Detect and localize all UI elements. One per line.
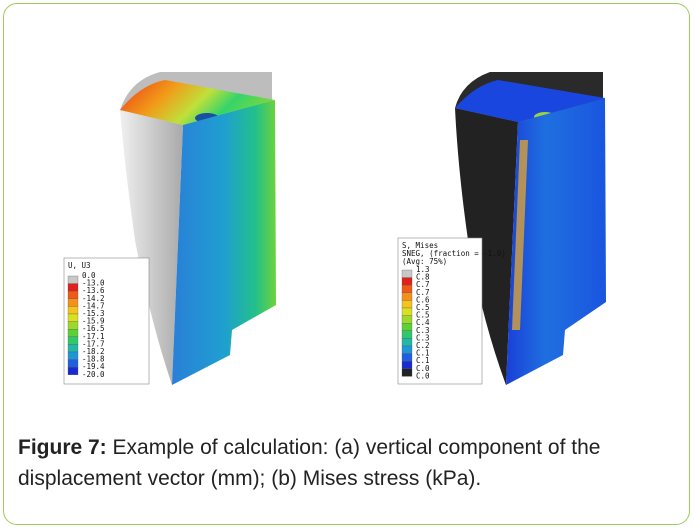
caption-label: Figure 7: bbox=[18, 436, 107, 459]
legend-swatch bbox=[402, 323, 412, 331]
legend-swatch bbox=[68, 329, 78, 337]
legend-swatch bbox=[68, 322, 78, 330]
legend-swatch bbox=[402, 338, 412, 346]
legend-swatch bbox=[402, 285, 412, 293]
legend-swatch bbox=[402, 270, 412, 278]
legend-swatch bbox=[68, 344, 78, 352]
legend-swatch bbox=[402, 369, 412, 377]
legend-swatch bbox=[402, 354, 412, 362]
legend-swatch bbox=[68, 276, 78, 284]
legend-swatch bbox=[68, 352, 78, 360]
front-surface bbox=[172, 100, 276, 385]
legend-label: C.0 bbox=[416, 371, 430, 380]
legend-swatch bbox=[68, 306, 78, 314]
legend-swatch bbox=[68, 291, 78, 299]
legend-swatch bbox=[402, 293, 412, 301]
legend-swatch bbox=[68, 337, 78, 345]
legend-swatch bbox=[402, 316, 412, 324]
caption: Figure 7: Example of calculation: (a) ve… bbox=[18, 432, 678, 494]
figure-image: U, U30.0-13.0-13.6-14.2-14.7-15.3-15.9-1… bbox=[0, 0, 695, 420]
legend-swatch bbox=[68, 299, 78, 307]
legend-swatch bbox=[68, 284, 78, 292]
legend-swatch bbox=[68, 314, 78, 322]
legend-swatch bbox=[68, 367, 78, 375]
legend-swatch bbox=[68, 360, 78, 368]
page: U, U30.0-13.0-13.6-14.2-14.7-15.3-15.9-1… bbox=[0, 0, 695, 530]
legend-swatch bbox=[402, 308, 412, 316]
legend-title: U, U3 bbox=[68, 261, 91, 270]
legend-swatch bbox=[402, 300, 412, 308]
legend-swatch bbox=[402, 331, 412, 339]
legend-swatch bbox=[402, 361, 412, 369]
legend-label: -20.0 bbox=[82, 370, 105, 379]
legend-swatch bbox=[402, 346, 412, 354]
legend-swatch bbox=[402, 278, 412, 286]
